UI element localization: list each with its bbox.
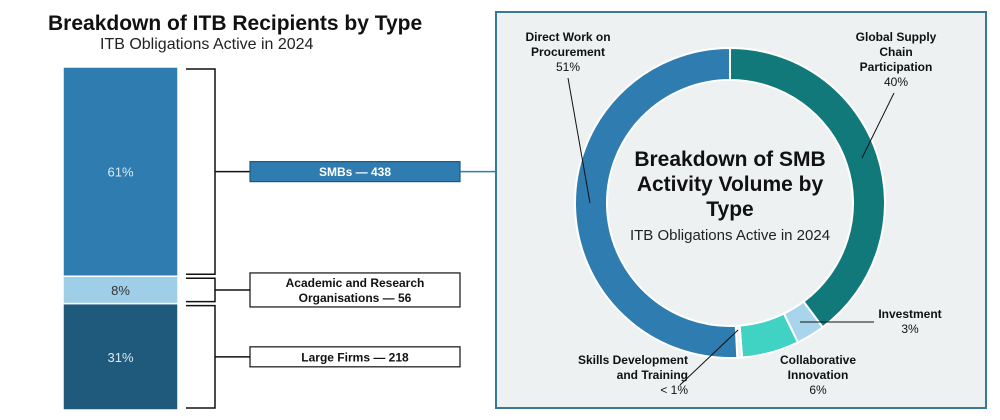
bracket xyxy=(186,277,250,303)
slice-label: Skills Development xyxy=(578,353,688,367)
bar-callouts: SMBs — 438 Academic and ResearchOrganisat… xyxy=(186,68,497,409)
donut-title-line: Activity Volume by xyxy=(637,173,824,196)
bar-value-label: 31% xyxy=(107,350,133,365)
bar-segment xyxy=(62,275,179,305)
leader-line xyxy=(861,92,895,159)
leader-line xyxy=(567,77,591,204)
bar-value-label: 8% xyxy=(111,283,130,298)
bracket xyxy=(186,68,250,275)
bar-value-label: 61% xyxy=(107,165,133,180)
slice-label: Procurement xyxy=(531,45,605,59)
slice-label: Innovation xyxy=(788,368,849,382)
callout-label: Organisations — 56 xyxy=(299,291,412,305)
bar-segment xyxy=(62,302,179,411)
callout-label: Large Firms — 218 xyxy=(301,350,409,364)
slice-label: Direct Work on xyxy=(525,30,610,44)
slice-label: < 1% xyxy=(660,383,688,397)
slice-label: Global Supply xyxy=(856,30,937,44)
callout-label: Academic and Research xyxy=(286,276,425,290)
slice-label: 40% xyxy=(884,75,908,89)
donut-subtitle: ITB Obligations Active in 2024 xyxy=(630,227,830,244)
slice-label: 3% xyxy=(901,322,919,336)
bar-segment xyxy=(62,66,179,277)
slice-label: and Training xyxy=(617,368,688,382)
callout-box xyxy=(249,346,461,368)
donut-title-line: Breakdown of SMB xyxy=(634,148,825,171)
callout-box xyxy=(249,272,461,308)
slice-label: Participation xyxy=(860,60,933,74)
slice-label: Chain xyxy=(879,45,912,59)
chart-title: Breakdown of ITB Recipients by Type xyxy=(48,12,423,35)
slice-label: Collaborative xyxy=(780,353,856,367)
callout-label: SMBs — 438 xyxy=(319,165,391,179)
donut-chart xyxy=(574,46,886,359)
donut-slice xyxy=(574,46,739,359)
donut-title-line: Type xyxy=(706,198,753,221)
slice-label: 6% xyxy=(809,383,827,397)
slice-label: Investment xyxy=(878,307,941,321)
slice-label: 51% xyxy=(556,60,580,74)
bracket xyxy=(186,304,250,409)
chart-subtitle: ITB Obligations Active in 2024 xyxy=(100,36,314,53)
leader-line xyxy=(679,329,739,386)
stacked-bar: 61% 8% 31% xyxy=(62,66,179,411)
